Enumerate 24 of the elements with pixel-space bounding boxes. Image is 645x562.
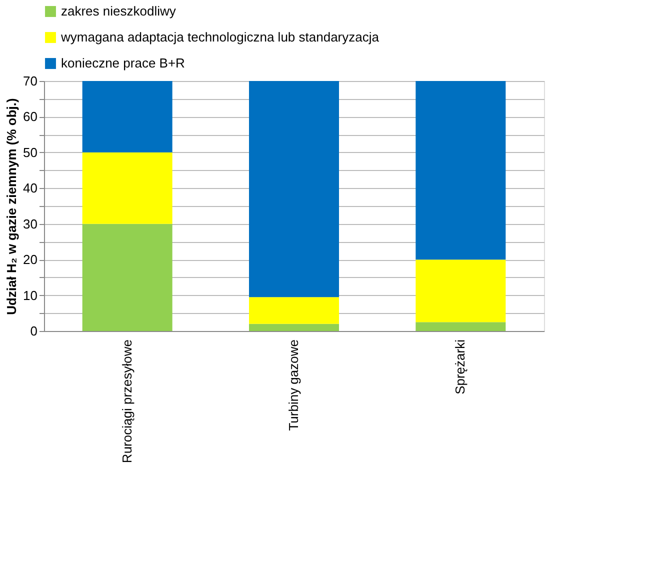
y-axis-title: Udział H₂ w gazie ziemnym (% obj.) bbox=[4, 98, 20, 315]
y-tick-label: 20 bbox=[23, 252, 38, 268]
bar bbox=[416, 81, 506, 260]
y-tick-label: 30 bbox=[23, 216, 38, 232]
bar bbox=[416, 260, 506, 322]
y-tick-label: 50 bbox=[23, 144, 38, 160]
bar bbox=[82, 152, 172, 224]
y-tick-label: 10 bbox=[23, 288, 38, 303]
bar bbox=[82, 81, 172, 152]
x-tick-label: Sprężarki bbox=[452, 339, 468, 394]
y-tick-label: 70 bbox=[23, 74, 38, 88]
bar bbox=[249, 81, 339, 298]
y-tick-label: 0 bbox=[30, 324, 38, 338]
x-tick-label: Turbiny gazowe bbox=[286, 340, 301, 431]
legend-label: zakres nieszkodliwy bbox=[61, 4, 176, 18]
bar bbox=[249, 324, 339, 331]
y-tick-label: 40 bbox=[23, 180, 38, 196]
x-tick-label: Rurociągi przesyłowe bbox=[119, 340, 134, 464]
legend-label: konieczne prace B+R bbox=[61, 56, 185, 70]
y-tick-label: 60 bbox=[23, 109, 38, 124]
bar bbox=[249, 297, 339, 324]
bar bbox=[82, 224, 172, 331]
bar bbox=[416, 322, 506, 331]
legend-label: wymagana adaptacja technologiczna lub standaryzacja bbox=[60, 30, 380, 44]
